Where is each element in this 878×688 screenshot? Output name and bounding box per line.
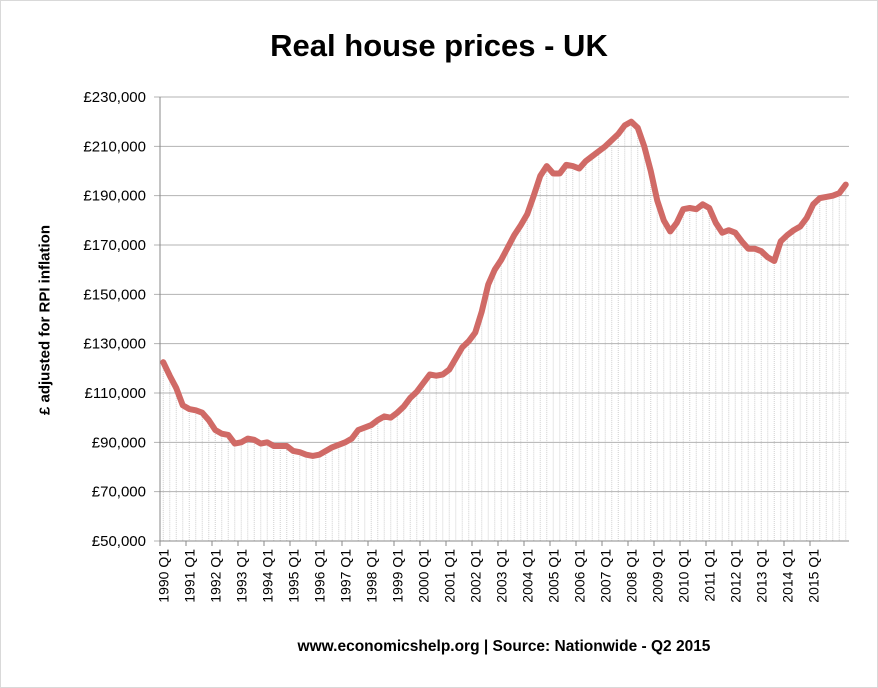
- x-tick-label: 2009 Q1: [649, 549, 665, 603]
- axes: [159, 97, 849, 542]
- x-tick-label: 2005 Q1: [545, 549, 561, 603]
- vertical-gridlines: [162, 121, 847, 541]
- x-tick-label: 1993 Q1: [233, 549, 249, 603]
- x-tick-label: 2011 Q1: [701, 549, 717, 602]
- y-tick-label: £170,000: [83, 237, 146, 254]
- y-tick-label: £50,000: [92, 533, 146, 550]
- x-tick-label: 2010 Q1: [675, 549, 691, 603]
- x-tick-label: 2014 Q1: [779, 549, 795, 603]
- y-tick-label: £90,000: [92, 434, 146, 451]
- y-tick-label: £70,000: [92, 484, 146, 501]
- x-tick-label: 1991 Q1: [181, 549, 197, 603]
- x-tick-label: 2007 Q1: [597, 549, 613, 603]
- y-tick-labels: £50,000 £70,000 £90,000 £110,000 £130,000 £15…: [83, 89, 146, 550]
- y-tick-label: £190,000: [83, 188, 146, 205]
- chart-source-footer: www.economicshelp.org | Source: Nationwi…: [297, 638, 711, 655]
- chart-title: Real house prices - UK: [270, 28, 608, 63]
- y-tick-label: £210,000: [83, 138, 146, 155]
- x-tick-label: 1998 Q1: [363, 549, 379, 603]
- y-tick-label: £110,000: [85, 385, 146, 402]
- x-tick-label: 2004 Q1: [519, 549, 535, 603]
- y-tick-label: £130,000: [83, 336, 146, 353]
- y-tick-label: £150,000: [83, 286, 146, 303]
- x-tick-label: 2015 Q1: [805, 549, 821, 603]
- x-tick-label: 2006 Q1: [571, 549, 587, 603]
- x-tick-label: 2012 Q1: [727, 549, 743, 603]
- x-tick-label: 2013 Q1: [753, 549, 769, 603]
- x-tick-label: 1996 Q1: [311, 549, 327, 603]
- x-tick-label: 2001 Q1: [441, 549, 457, 603]
- x-tick-label: 1992 Q1: [207, 549, 223, 603]
- x-tick-label: 2002 Q1: [467, 549, 483, 603]
- x-tick-label: 1999 Q1: [389, 549, 405, 603]
- x-tick-label: 2000 Q1: [415, 549, 431, 603]
- series-group: [160, 118, 849, 459]
- x-tick-label: 1990 Q1: [155, 549, 171, 603]
- y-tick-label: £230,000: [83, 89, 146, 106]
- x-tick-label: 1997 Q1: [337, 549, 353, 603]
- x-tick-labels: 1990 Q1 1991 Q1 1992 Q1 1993 Q1 1994 Q1 1995 …: [155, 541, 821, 603]
- series-line: [160, 118, 849, 459]
- x-tick-label: 1995 Q1: [285, 549, 301, 603]
- x-tick-label: 1994 Q1: [259, 549, 275, 603]
- x-tick-label: 2003 Q1: [493, 549, 509, 603]
- x-tick-label: 2008 Q1: [623, 549, 639, 603]
